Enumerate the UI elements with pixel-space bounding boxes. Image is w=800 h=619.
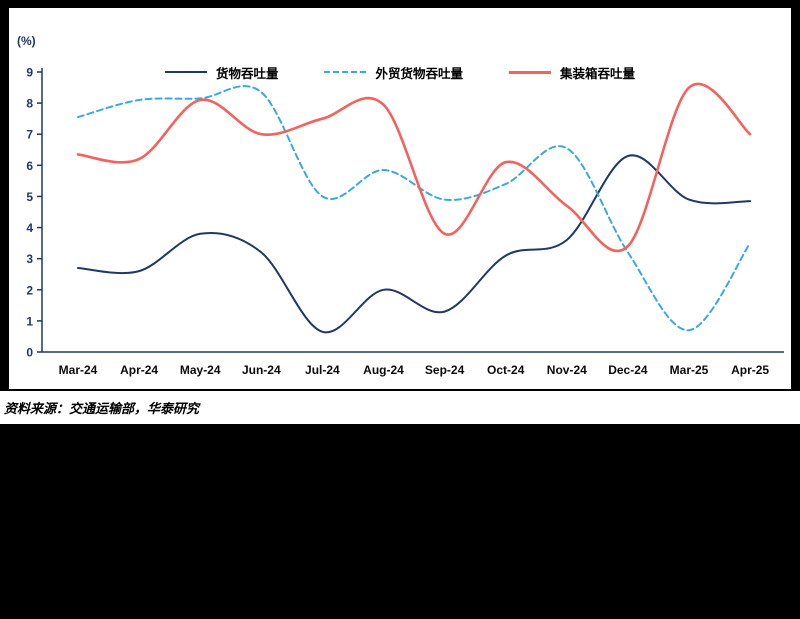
- x-tick-label: Apr-24: [120, 363, 158, 377]
- y-tick-label: 2: [26, 283, 33, 297]
- legend-item-container: 集装箱吞吐量: [509, 63, 635, 82]
- series-line-2: [76, 82, 752, 253]
- series-line-0: [77, 154, 752, 334]
- legend-line-red-icon: [509, 70, 551, 74]
- legend: 货物吞吐量 外贸货物吞吐量 集装箱吞吐量: [9, 63, 791, 82]
- y-tick-label: 5: [26, 190, 33, 204]
- x-tick-label: Jun-24: [242, 363, 281, 377]
- x-tick-label: Oct-24: [487, 363, 525, 377]
- y-tick-label: 4: [26, 221, 33, 235]
- x-tick-label: May-24: [180, 363, 221, 377]
- y-tick-label: 1: [26, 314, 33, 328]
- legend-line-dashed-cyan-icon: [324, 71, 367, 73]
- legend-label-container: 集装箱吞吐量: [560, 66, 636, 81]
- legend-label-foreign-trade-cargo: 外贸货物吞吐量: [375, 66, 463, 81]
- line-chart: 0 1 2 3 4 5 6 7 8 9 Mar-24 Apr-24 May-24 Jun-24 Jul-24…: [26, 66, 784, 377]
- series-line-1: [77, 85, 752, 332]
- x-tick-label: Mar-24: [59, 363, 98, 377]
- legend-item-foreign-trade-cargo: 外贸货物吞吐量: [324, 63, 463, 82]
- x-tick-label: Sep-24: [425, 363, 465, 377]
- y-tick-label: 0: [26, 346, 33, 360]
- footer-black-area: [0, 424, 800, 619]
- source-text: 资料来源：交通运输部，华泰研究: [4, 401, 200, 416]
- x-tick-label: Dec-24: [608, 363, 648, 377]
- chart-panel: (%) 0 1 2 3 4 5 6 7 8 9 Mar-24 Apr-24 May-24 Jun-24 Ju…: [9, 8, 791, 389]
- y-tick-label: 8: [26, 97, 33, 111]
- legend-label-cargo: 货物吞吐量: [215, 66, 279, 81]
- legend-line-navy-icon: [164, 71, 207, 73]
- divider-line: [0, 389, 800, 391]
- y-tick-label: 6: [26, 159, 33, 173]
- y-tick-label: 7: [26, 128, 33, 142]
- y-tick-label: 9: [26, 66, 33, 80]
- x-tick-label: Nov-24: [547, 363, 587, 377]
- source-band: 资料来源：交通运输部，华泰研究: [0, 391, 800, 424]
- y-axis-unit-label: (%): [17, 34, 36, 48]
- x-tick-label: Aug-24: [363, 363, 404, 377]
- x-tick-label: Apr-25: [731, 363, 769, 377]
- x-tick-label: Mar-25: [670, 363, 709, 377]
- y-tick-label: 3: [26, 252, 33, 266]
- legend-item-cargo: 货物吞吐量: [164, 63, 279, 82]
- x-tick-label: Jul-24: [305, 363, 340, 377]
